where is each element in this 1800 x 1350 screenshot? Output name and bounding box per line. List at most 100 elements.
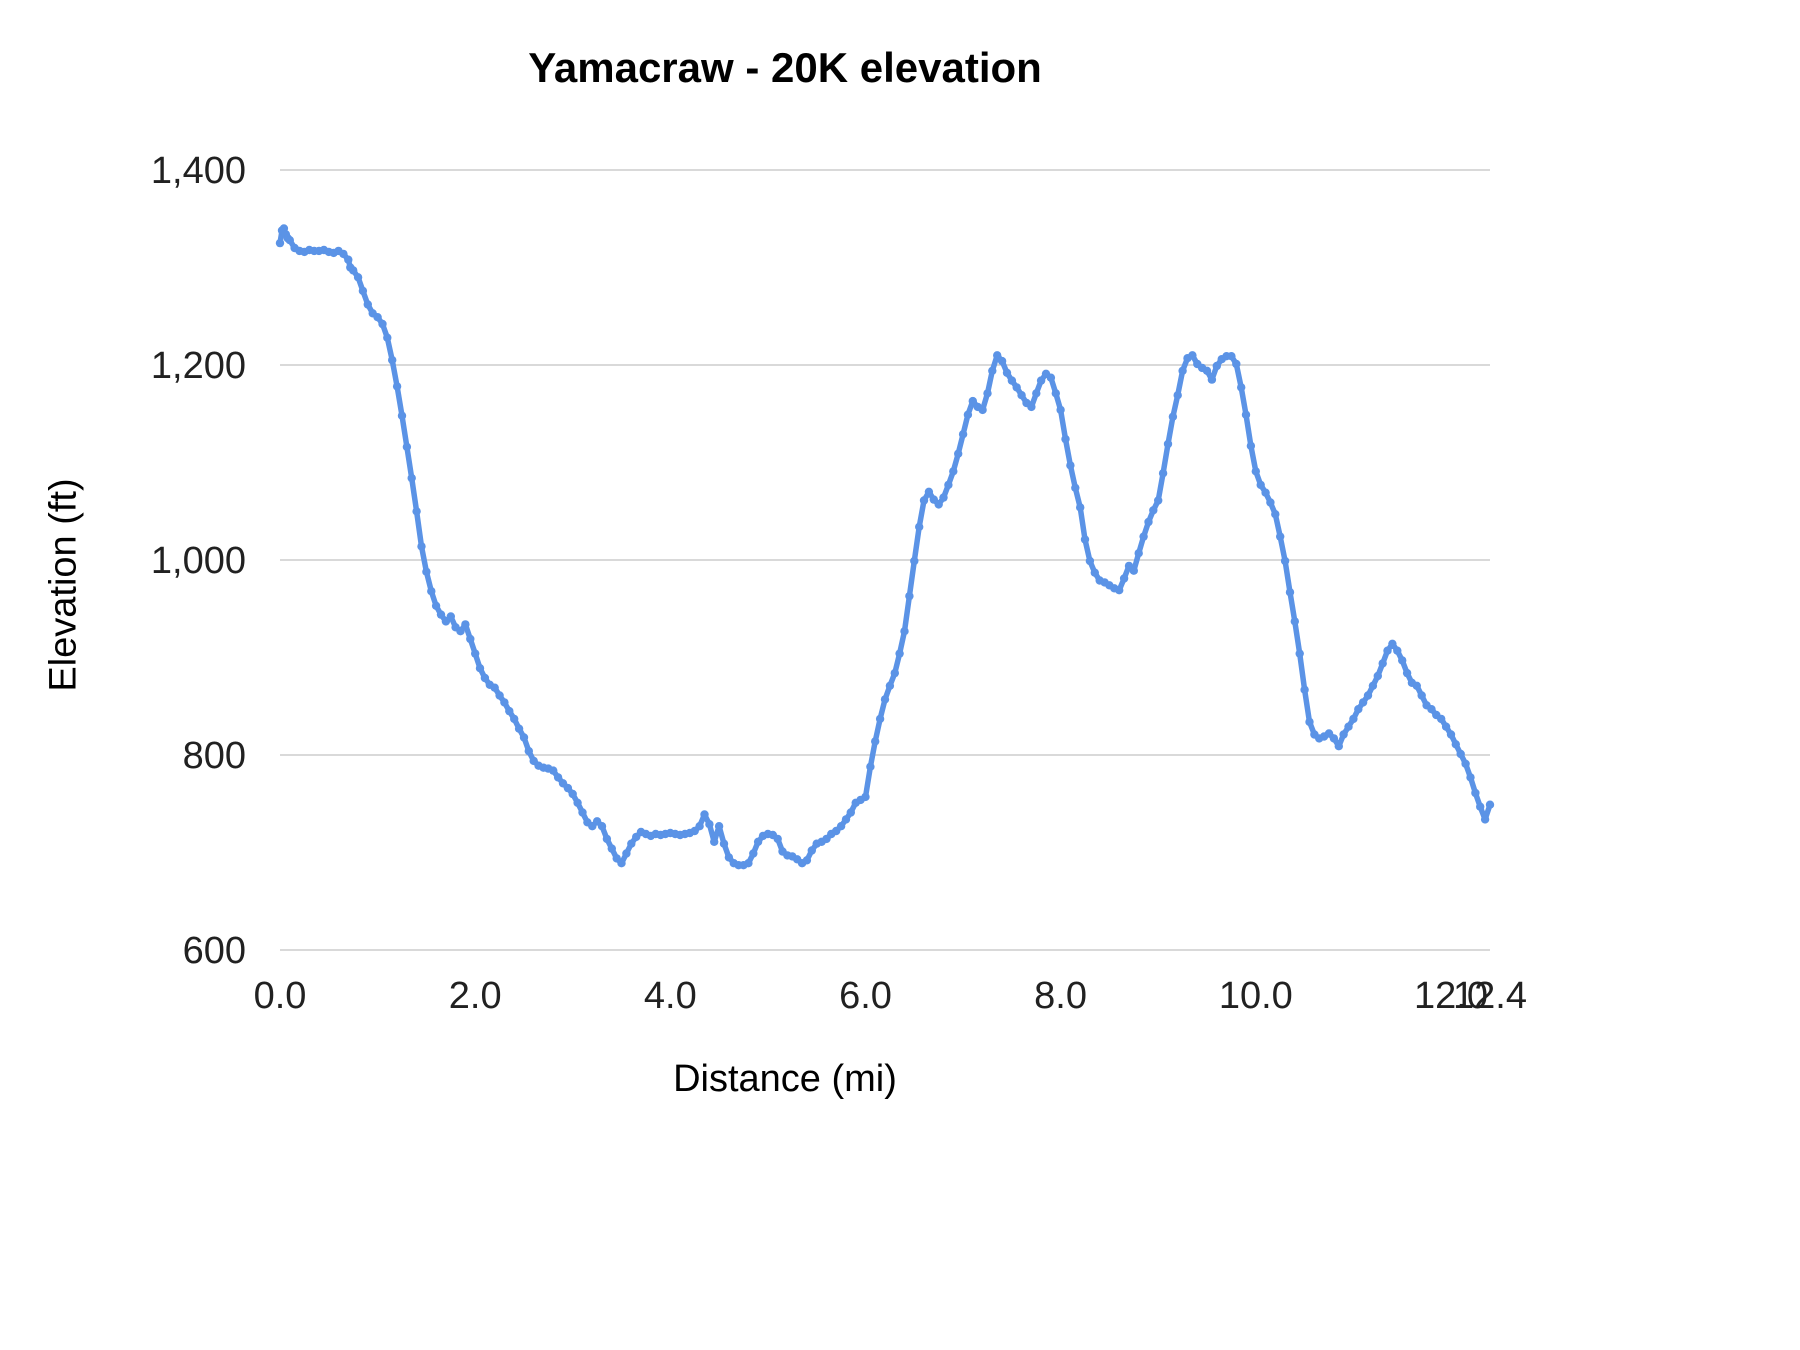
data-point-marker <box>1480 815 1490 824</box>
data-point-marker <box>461 620 470 629</box>
data-point-marker <box>431 601 441 610</box>
data-point-marker <box>890 668 899 678</box>
data-point-marker <box>700 810 709 819</box>
data-point-marker <box>1017 391 1026 400</box>
data-point-marker <box>1290 617 1300 626</box>
data-point-marker <box>1476 802 1485 811</box>
data-point-marker <box>1368 681 1378 690</box>
data-point-marker <box>875 714 885 724</box>
data-point-marker <box>383 333 392 342</box>
data-point-marker <box>373 313 382 322</box>
data-point-marker <box>1139 532 1148 541</box>
data-point-marker <box>1119 574 1129 583</box>
data-point-marker <box>1461 759 1470 768</box>
data-point-marker <box>1061 434 1070 444</box>
data-point-marker <box>466 634 475 644</box>
data-point-marker <box>1344 722 1353 731</box>
data-point-marker <box>719 839 729 848</box>
data-point-marker <box>1339 730 1348 739</box>
data-point-marker <box>954 449 963 458</box>
data-point-marker <box>705 820 714 829</box>
data-point-marker <box>1393 646 1402 655</box>
data-point-marker <box>1207 375 1217 384</box>
data-point-marker <box>1383 646 1392 655</box>
data-point-marker <box>519 733 529 742</box>
data-point-marker <box>1300 685 1309 694</box>
data-point-marker <box>1388 639 1397 648</box>
data-point-marker <box>490 683 499 692</box>
data-point-marker <box>422 567 431 576</box>
data-point-marker <box>944 480 953 490</box>
data-point-marker <box>1032 389 1041 398</box>
y-tick-label: 1,400 <box>151 150 246 192</box>
data-point-marker <box>1149 506 1158 515</box>
data-point-marker <box>1451 740 1461 749</box>
data-point-marker <box>388 355 397 365</box>
data-point-marker <box>1471 788 1480 798</box>
data-point-marker <box>1285 588 1295 597</box>
data-point-marker <box>710 837 719 846</box>
data-point-marker <box>1295 649 1304 658</box>
data-point-marker <box>1363 691 1373 700</box>
data-point-marker <box>397 411 407 420</box>
data-point-marker <box>275 238 285 248</box>
data-point-marker <box>1373 671 1383 681</box>
x-tick-label: 12.0 <box>1414 975 1488 1017</box>
x-tick-label: 8.0 <box>1034 975 1087 1017</box>
data-point-marker <box>861 792 870 802</box>
data-point-marker <box>1305 717 1314 727</box>
data-point-marker <box>285 236 294 245</box>
data-point-marker <box>578 808 587 817</box>
data-point-marker <box>495 691 504 700</box>
data-point-marker <box>1256 480 1265 490</box>
data-point-marker <box>1441 722 1451 731</box>
data-point-marker <box>963 410 973 419</box>
data-point-marker <box>895 649 904 658</box>
x-tick-label: 6.0 <box>839 975 892 1017</box>
data-point-marker <box>1232 359 1241 369</box>
data-point-marker <box>1163 439 1173 449</box>
data-point-marker <box>602 834 612 844</box>
data-point-marker <box>363 300 372 309</box>
data-point-marker <box>500 698 509 707</box>
data-point-marker <box>1276 532 1285 541</box>
data-point-marker <box>568 789 577 799</box>
data-point-marker <box>407 473 416 483</box>
data-point-marker <box>1158 469 1168 478</box>
data-point-marker <box>919 496 929 505</box>
data-point-marker <box>563 783 573 793</box>
data-point-marker <box>1358 698 1368 707</box>
data-point-marker <box>1168 412 1178 421</box>
data-point-marker <box>597 822 607 831</box>
data-point-marker <box>436 610 446 619</box>
data-point-marker <box>885 681 895 690</box>
data-point-marker <box>402 442 412 452</box>
data-point-marker <box>924 487 934 496</box>
data-point-marker <box>1085 556 1095 566</box>
data-point-marker <box>910 556 919 566</box>
data-point-marker <box>714 822 724 831</box>
data-point-marker <box>1178 366 1187 375</box>
data-point-marker <box>900 627 909 636</box>
data-point-marker <box>724 853 734 862</box>
data-point-marker <box>905 591 914 601</box>
data-point-marker <box>1056 405 1065 415</box>
data-point-marker <box>968 396 977 406</box>
data-point-marker <box>417 542 426 551</box>
data-point-marker <box>1012 383 1021 392</box>
data-point-marker <box>1280 556 1290 566</box>
data-point-marker <box>1437 714 1446 724</box>
x-axis-title: Distance (mi) <box>673 1058 897 1100</box>
x-tick-label: 4.0 <box>644 975 697 1017</box>
data-point-marker <box>1227 352 1236 361</box>
data-point-marker <box>866 762 875 771</box>
data-point-marker <box>607 844 616 853</box>
y-tick-label: 600 <box>183 930 246 972</box>
y-tick-label: 1,200 <box>151 345 246 387</box>
data-point-marker <box>1349 714 1358 724</box>
data-point-marker <box>549 766 558 775</box>
data-point-marker <box>339 249 348 259</box>
data-point-marker <box>1115 586 1124 595</box>
data-point-marker <box>846 808 855 817</box>
